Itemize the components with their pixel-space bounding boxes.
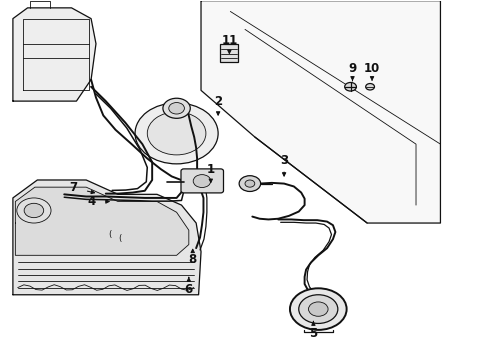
Polygon shape: [13, 180, 201, 295]
Text: 3: 3: [280, 154, 288, 167]
Text: 5: 5: [309, 327, 318, 340]
Circle shape: [344, 82, 356, 91]
Circle shape: [24, 203, 44, 218]
Circle shape: [290, 288, 346, 330]
Circle shape: [17, 198, 51, 223]
Polygon shape: [13, 8, 96, 101]
Text: 11: 11: [221, 33, 238, 47]
Circle shape: [299, 295, 338, 323]
Circle shape: [239, 176, 261, 192]
Text: 2: 2: [214, 95, 222, 108]
Circle shape: [135, 103, 218, 164]
Circle shape: [366, 84, 374, 90]
Circle shape: [169, 103, 184, 114]
Circle shape: [245, 180, 255, 187]
Text: 1: 1: [207, 163, 215, 176]
Text: 9: 9: [348, 62, 357, 75]
Polygon shape: [201, 1, 441, 223]
Text: 8: 8: [189, 253, 197, 266]
Text: 6: 6: [185, 283, 193, 296]
Circle shape: [163, 98, 190, 118]
Circle shape: [193, 175, 211, 188]
FancyBboxPatch shape: [181, 169, 223, 193]
Polygon shape: [15, 187, 189, 255]
Text: 7: 7: [69, 181, 77, 194]
Bar: [220, 44, 238, 62]
Text: 4: 4: [87, 195, 95, 208]
Text: (: (: [118, 234, 121, 243]
Text: 10: 10: [364, 62, 380, 75]
Circle shape: [147, 112, 206, 155]
Circle shape: [309, 302, 328, 316]
Text: (: (: [108, 230, 111, 239]
